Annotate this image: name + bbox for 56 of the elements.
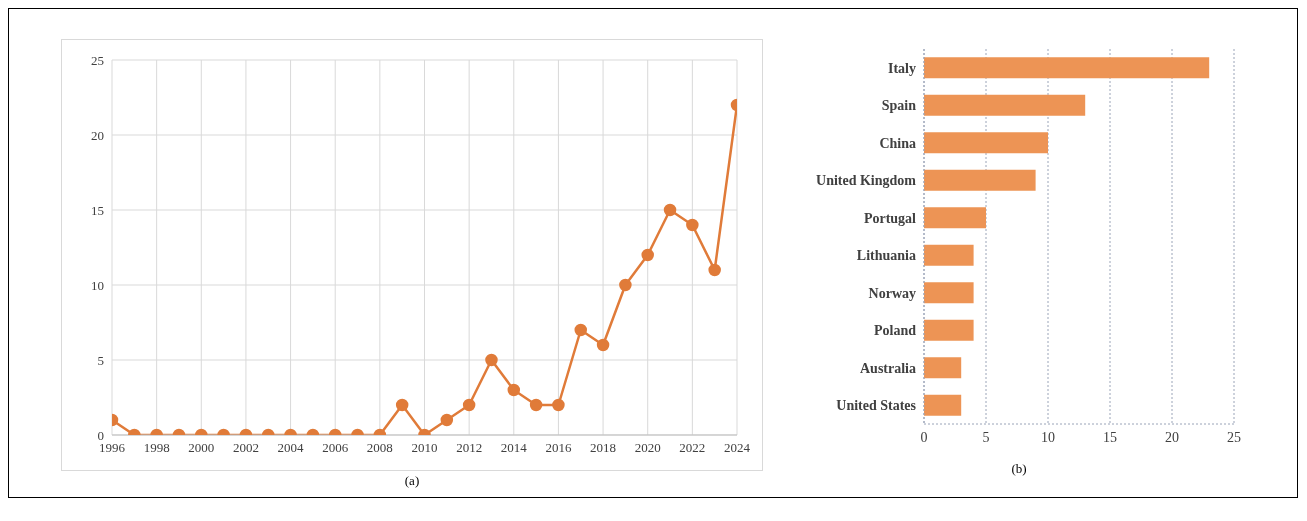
x-tick-label: 1996 [99,440,126,456]
x-tick-label: 2022 [679,440,706,456]
x-tick-label: 2008 [366,440,393,456]
point [574,323,587,337]
point [596,338,610,352]
x-tick-label: 2014 [500,440,528,456]
x-tick-label: 1998 [143,440,170,456]
point [663,203,677,217]
y-tick-label: Spain [881,98,917,114]
y-tick-label: Lithuania [856,248,916,264]
x-tick-label: 2018 [590,440,617,456]
y-tick-label: United Kingdom [816,173,917,189]
y-tick-label: Poland [873,323,917,339]
y-tick-label: China [879,135,916,151]
x-tick-label: 2000 [188,440,215,456]
point [641,248,654,262]
bar [924,169,1036,191]
x-tick-label: 2024 [724,440,751,456]
y-tick-label: 20 [91,127,104,143]
point [686,218,699,232]
text: (b) [1010,461,1028,477]
y-tick-label: United States [836,398,917,414]
bar [924,207,986,229]
x-tick-label: 25 [1227,429,1241,445]
y-tick-label: 15 [91,202,104,218]
y-tick-label: Norway [868,285,916,301]
x-tick-label: 2016 [545,440,572,456]
y-tick-label: Italy [888,60,916,76]
bar [924,132,1048,154]
bar [924,94,1086,116]
y-tick-label: Australia [860,360,916,376]
y-tick-label: 25 [91,52,104,68]
y-tick-label: 5 [97,352,104,368]
x-tick-label: 2004 [277,440,305,456]
x-tick-label: 20 [1165,429,1179,445]
point [619,278,632,292]
y-tick-label: Portugal [863,210,917,226]
text: (a) [403,473,421,489]
y-tick-label: 10 [91,277,104,293]
point [708,263,721,277]
x-tick-label: 2020 [634,440,661,456]
bar [924,319,974,341]
x-tick-label: 2010 [411,440,438,456]
bar [924,57,1210,79]
x-tick-label: 0 [920,429,928,445]
x-tick-label: 5 [982,429,990,445]
bar [924,244,974,266]
x-tick-label: 2006 [322,440,349,456]
x-tick-label: 15 [1103,429,1117,445]
x-tick-label: 10 [1041,429,1055,445]
bar [924,394,962,416]
point [485,353,498,367]
x-tick-label: 2012 [456,440,483,456]
x-tick-label: 2002 [232,440,259,456]
bar [924,357,962,379]
bar [924,282,974,304]
